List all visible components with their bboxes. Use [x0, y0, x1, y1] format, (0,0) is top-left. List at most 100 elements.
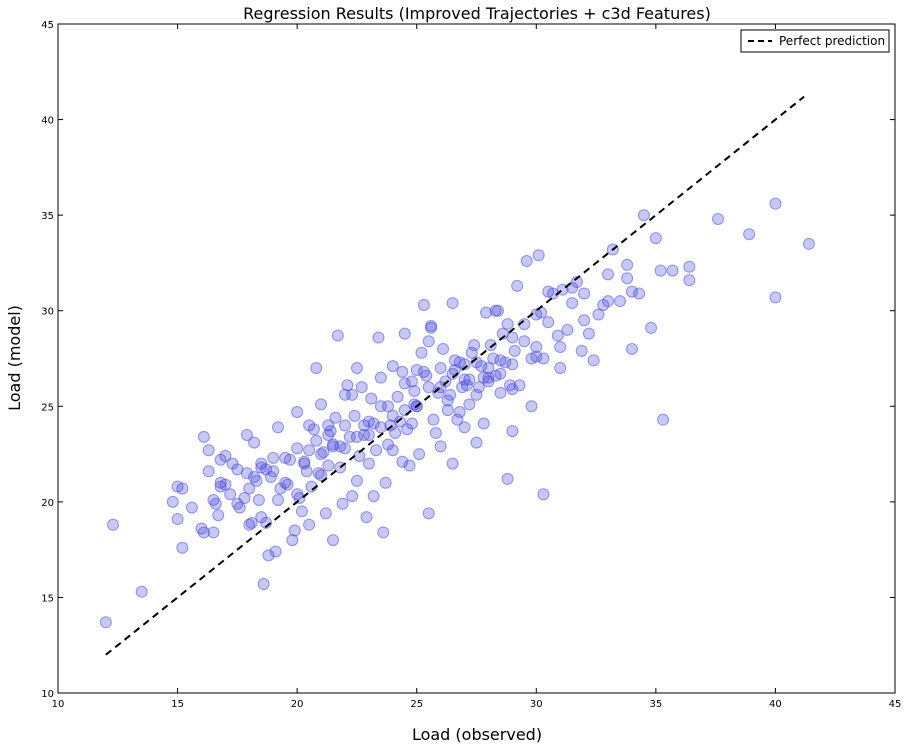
x-tick-label: 40: [769, 699, 782, 710]
data-point: [272, 421, 285, 434]
data-point: [267, 451, 280, 464]
data-point: [408, 384, 421, 397]
data-point: [551, 329, 564, 342]
scatter-series: [99, 197, 815, 629]
data-point: [367, 417, 380, 430]
y-tick-label: 10: [41, 689, 54, 700]
data-point: [633, 287, 646, 300]
data-point: [240, 428, 253, 441]
data-point: [429, 427, 442, 440]
data-point: [365, 392, 378, 405]
data-point: [262, 549, 275, 562]
data-point: [434, 440, 447, 453]
data-point: [295, 505, 308, 518]
data-point: [298, 457, 311, 470]
data-point: [453, 406, 466, 419]
x-tick-label: 10: [52, 699, 65, 710]
data-point: [396, 455, 409, 468]
data-point: [166, 495, 179, 508]
data-point: [537, 488, 550, 501]
y-tick-label: 35: [41, 211, 54, 222]
data-point: [427, 413, 440, 426]
data-point: [212, 509, 225, 522]
data-point: [307, 423, 320, 436]
data-point: [487, 352, 500, 365]
data-point: [506, 383, 519, 396]
data-point: [587, 354, 600, 367]
data-point: [370, 444, 383, 457]
data-point: [410, 363, 423, 376]
data-point: [350, 430, 363, 443]
data-point: [520, 255, 533, 268]
data-point: [348, 409, 361, 422]
data-point: [422, 507, 435, 520]
data-point: [269, 545, 282, 558]
data-point: [355, 381, 368, 394]
x-tick-label: 45: [889, 699, 902, 710]
data-point: [360, 511, 373, 524]
data-point: [303, 444, 316, 457]
legend-label: Perfect prediction: [779, 34, 885, 48]
data-point: [300, 465, 313, 478]
data-point: [683, 274, 696, 287]
data-point: [214, 453, 227, 466]
data-point: [513, 379, 526, 392]
data-point: [592, 308, 605, 321]
data-point: [315, 398, 328, 411]
data-point: [358, 419, 371, 432]
data-point: [367, 490, 380, 503]
data-point: [463, 373, 476, 386]
data-point: [566, 297, 579, 310]
data-point: [602, 295, 615, 308]
data-point: [482, 362, 495, 375]
data-point: [458, 373, 471, 386]
data-point: [272, 493, 285, 506]
data-point: [255, 461, 268, 474]
data-point: [405, 375, 418, 388]
data-point: [372, 331, 385, 344]
x-tick-label: 20: [291, 699, 304, 710]
data-point: [219, 478, 232, 491]
data-point: [329, 411, 342, 424]
data-point: [362, 457, 375, 470]
data-point: [489, 304, 502, 317]
data-point: [477, 417, 490, 430]
data-point: [291, 406, 304, 419]
legend: Perfect prediction: [740, 29, 890, 53]
data-point: [613, 295, 626, 308]
x-tick-label: 35: [649, 699, 662, 710]
data-point: [649, 232, 662, 245]
data-point: [446, 457, 459, 470]
data-point: [451, 413, 464, 426]
data-point: [248, 436, 261, 449]
data-point: [176, 541, 189, 554]
data-point: [293, 492, 306, 505]
data-point: [657, 413, 670, 426]
x-tick-label: 30: [530, 699, 543, 710]
y-tick-label: 25: [41, 402, 54, 413]
data-point: [386, 409, 399, 422]
data-point: [802, 237, 815, 250]
data-point: [338, 419, 351, 432]
data-point: [171, 513, 184, 526]
data-point: [286, 534, 299, 547]
data-point: [99, 616, 112, 629]
data-point: [319, 507, 332, 520]
data-point: [291, 442, 304, 455]
y-tick-label: 30: [41, 307, 54, 318]
data-point: [561, 323, 574, 336]
data-point: [530, 341, 543, 354]
data-point: [403, 459, 416, 472]
data-point: [501, 318, 514, 331]
data-point: [202, 465, 215, 478]
data-point: [441, 404, 454, 417]
data-point: [358, 428, 371, 441]
data-point: [743, 228, 756, 241]
data-point: [470, 388, 483, 401]
data-point: [389, 427, 402, 440]
data-point: [207, 526, 220, 539]
data-point: [374, 400, 387, 413]
data-point: [578, 314, 591, 327]
data-point: [398, 327, 411, 340]
data-point: [480, 306, 493, 319]
